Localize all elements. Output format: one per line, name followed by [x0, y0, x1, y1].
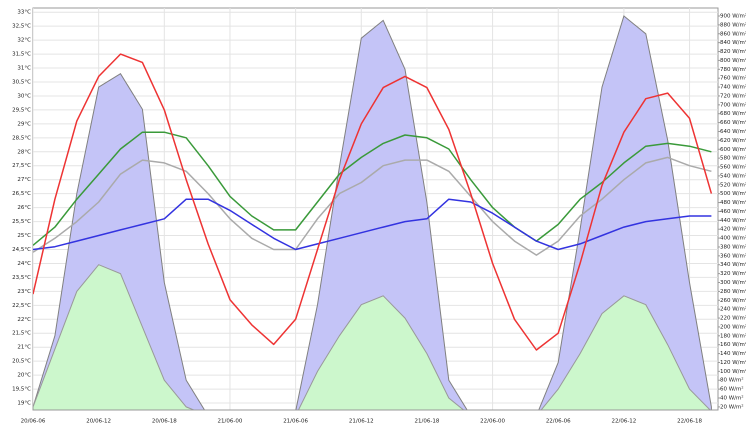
y2-tick-label: 540 W/m² — [720, 172, 746, 179]
y2-tick-label: 860 W/m² — [720, 30, 746, 37]
y-tick-label: 31°C — [17, 66, 31, 72]
y-tick-label: 19,5°C — [12, 387, 31, 393]
y2-tick-label: 440 W/m² — [720, 217, 746, 224]
y2-tick-label: 160 W/m² — [720, 341, 746, 348]
y-tick-label: 29,5°C — [12, 107, 31, 113]
y-tick-label: 29°C — [17, 121, 31, 127]
y2-tick-label: 260 W/m² — [720, 297, 746, 304]
y2-tick-label: 600 W/m² — [720, 146, 746, 153]
y2-tick-label: 80 W/m² — [720, 377, 744, 384]
line — [33, 131, 712, 246]
y-tick-label: 22,5°C — [12, 303, 31, 309]
y2-tick-label: 840 W/m² — [720, 39, 746, 46]
y2-tick-label: 800 W/m² — [720, 57, 746, 64]
y2-tick-label: 100 W/m² — [720, 368, 746, 375]
y2-tick-label: 740 W/m² — [720, 84, 746, 91]
y2-tick-label: 520 W/m² — [720, 181, 746, 188]
line — [33, 156, 712, 256]
y-tick-label: 20,5°C — [12, 359, 31, 365]
line — [33, 198, 712, 251]
y2-tick-label: 300 W/m² — [720, 279, 746, 286]
y2-tick-label: 620 W/m² — [720, 137, 746, 144]
x-tick-label: 20/06-12 — [86, 419, 111, 425]
area — [33, 15, 712, 410]
y2-tick-label: 640 W/m² — [720, 128, 746, 135]
y2-tick-label: 140 W/m² — [720, 350, 746, 357]
x-tick-label: 22/06-06 — [546, 419, 571, 425]
y-tick-label: 28,5°C — [12, 135, 31, 141]
x-tick-label: 21/06-00 — [218, 419, 243, 425]
y2-tick-label: 240 W/m² — [720, 306, 746, 313]
y2-tick-label: 280 W/m² — [720, 288, 746, 295]
y2-tick-label: 420 W/m² — [720, 226, 746, 233]
plot — [33, 8, 718, 410]
y-tick-label: 33°C — [17, 10, 31, 16]
x-tick-label: 22/06-12 — [611, 419, 636, 425]
y2-tick-label: 760 W/m² — [720, 75, 746, 82]
y-tick-label: 26,5°C — [12, 191, 31, 197]
y2-tick-label: 340 W/m² — [720, 261, 746, 268]
y2-tick-label: 660 W/m² — [720, 119, 746, 126]
y2-tick-label: 320 W/m² — [720, 270, 746, 277]
y-tick-label: 23,5°C — [12, 275, 31, 281]
y-tick-label: 19°C — [17, 401, 31, 407]
y-tick-label: 32°C — [17, 38, 31, 44]
y-tick-label: 31,5°C — [12, 52, 31, 58]
y-tick-label: 30,5°C — [12, 79, 31, 85]
y-tick-label: 25°C — [17, 233, 31, 239]
y-tick-label: 22°C — [17, 317, 31, 323]
x-tick-label: 20/06-18 — [152, 419, 177, 425]
y2-tick-label: 20 W/m² — [720, 403, 744, 410]
y2-tick-label: 400 W/m² — [720, 235, 746, 242]
y-tick-label: 25,5°C — [12, 219, 31, 225]
y2-tick-label: 900 W/m² — [720, 12, 746, 19]
y2-tick-label: 220 W/m² — [720, 315, 746, 322]
y-tick-label: 28°C — [17, 149, 31, 155]
y2-tick-label: 40 W/m² — [720, 395, 744, 402]
y-tick-label: 27,5°C — [12, 163, 31, 169]
y-tick-label: 24,5°C — [12, 247, 31, 253]
y2-tick-label: 60 W/m² — [720, 386, 744, 393]
y-tick-label: 30°C — [17, 93, 31, 99]
y2-tick-label: 720 W/m² — [720, 92, 746, 99]
y2-tick-label: 460 W/m² — [720, 208, 746, 215]
y2-tick-label: 780 W/m² — [720, 66, 746, 73]
x-tick-label: 21/06-06 — [283, 419, 308, 425]
y2-tick-label: 380 W/m² — [720, 243, 746, 250]
x-tick-label: 22/06-18 — [677, 419, 702, 425]
area — [33, 264, 712, 410]
y-tick-label: 26°C — [17, 205, 31, 211]
y-tick-label: 21,5°C — [12, 331, 31, 337]
x-tick-label: 21/06-12 — [349, 419, 374, 425]
y-tick-label: 27°C — [17, 177, 31, 183]
y2-tick-label: 120 W/m² — [720, 359, 746, 366]
x-tick-label: 22/06-00 — [480, 419, 505, 425]
y-tick-label: 20°C — [17, 373, 31, 379]
y2-tick-label: 180 W/m² — [720, 332, 746, 339]
y2-tick-label: 680 W/m² — [720, 110, 746, 117]
y2-tick-label: 580 W/m² — [720, 155, 746, 162]
line — [33, 53, 713, 351]
y2-tick-label: 880 W/m² — [720, 21, 746, 28]
y2-tick-label: 480 W/m² — [720, 199, 746, 206]
y-tick-label: 24°C — [17, 261, 31, 267]
y-tick-label: 32,5°C — [12, 24, 31, 30]
y2-tick-label: 200 W/m² — [720, 323, 746, 330]
y2-tick-label: 560 W/m² — [720, 164, 746, 171]
x-tick-label: 21/06-18 — [415, 419, 440, 425]
y2-tick-label: 500 W/m² — [720, 190, 746, 197]
y2-tick-label: 700 W/m² — [720, 101, 746, 108]
y2-tick-label: 820 W/m² — [720, 48, 746, 55]
y-tick-label: 21°C — [17, 345, 31, 351]
y2-tick-label: 360 W/m² — [720, 252, 746, 259]
x-tick-label: 20/06-06 — [21, 419, 46, 425]
y-tick-label: 23°C — [17, 289, 31, 295]
